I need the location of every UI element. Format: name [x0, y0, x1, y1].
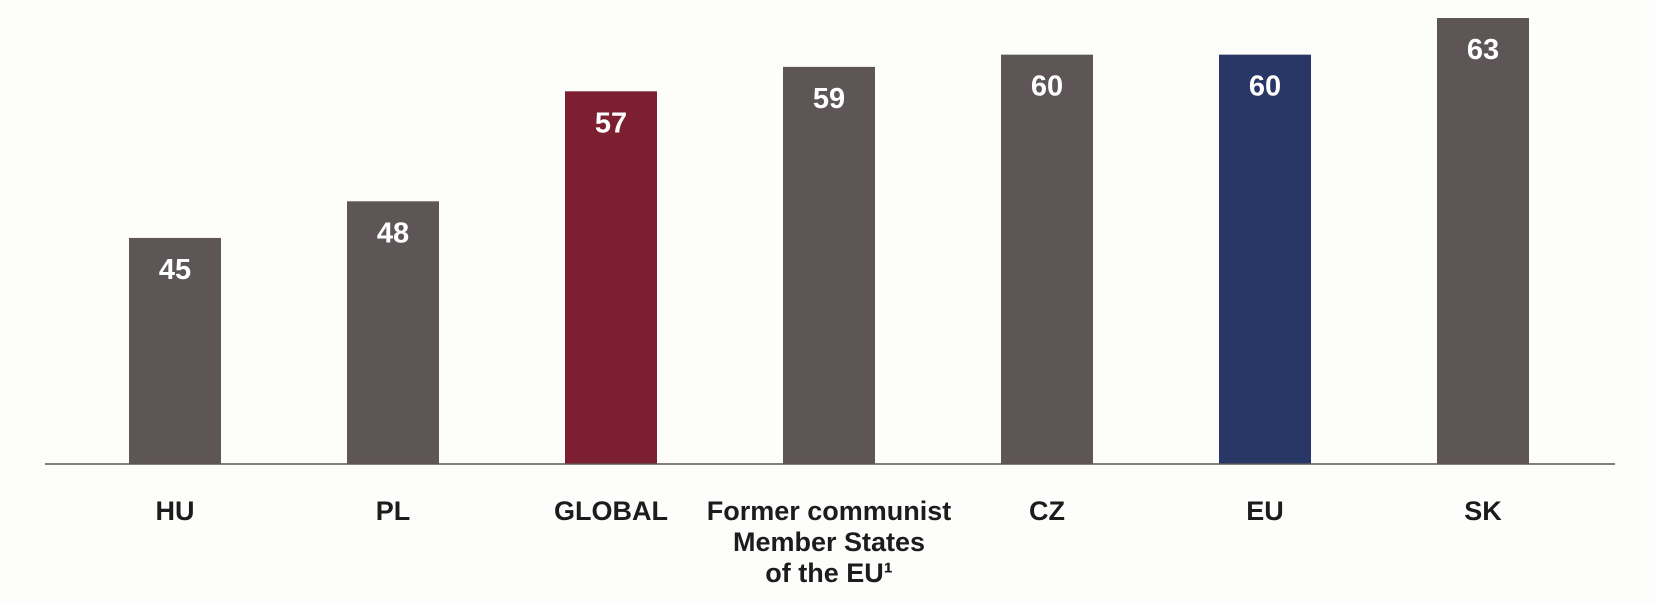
category-label-line: HU	[156, 496, 195, 526]
category-label-line: PL	[376, 496, 411, 526]
category-label-line: EU	[1246, 496, 1284, 526]
bar-value-label: 63	[1467, 34, 1499, 66]
bar	[129, 237, 221, 464]
bar-value-label: 48	[377, 217, 409, 249]
bar-value-label: 60	[1249, 71, 1281, 103]
category-label: GLOBAL	[554, 496, 668, 526]
category-label: Former communist Member States of the EU¹	[707, 496, 952, 588]
value-labels-group: 45 48 57 59 60 60 63	[159, 34, 1499, 286]
category-labels-group: HU PL GLOBAL Former communist Member States o…	[156, 496, 1503, 588]
category-label: HU	[156, 496, 195, 526]
category-label-line: of the EU¹	[765, 558, 893, 588]
bar	[783, 66, 875, 464]
category-label-line: Member States	[733, 527, 925, 557]
bar	[347, 201, 439, 465]
bar-value-label: 45	[159, 254, 191, 286]
bar	[565, 91, 657, 465]
category-label-line: SK	[1464, 496, 1502, 526]
category-label: PL	[376, 496, 411, 526]
category-label-line: Former communist	[707, 496, 952, 526]
bar-value-label: 60	[1031, 71, 1063, 103]
category-label: SK	[1464, 496, 1502, 526]
bar-value-label: 59	[813, 83, 845, 115]
bars-group	[129, 18, 1529, 465]
category-label: EU	[1246, 496, 1284, 526]
bar-value-label: 57	[595, 107, 627, 139]
category-label-line: CZ	[1029, 496, 1065, 526]
category-label: CZ	[1029, 496, 1065, 526]
category-label-line: GLOBAL	[554, 496, 668, 526]
bar	[1437, 18, 1529, 464]
bar	[1001, 54, 1093, 465]
bar	[1219, 54, 1311, 465]
